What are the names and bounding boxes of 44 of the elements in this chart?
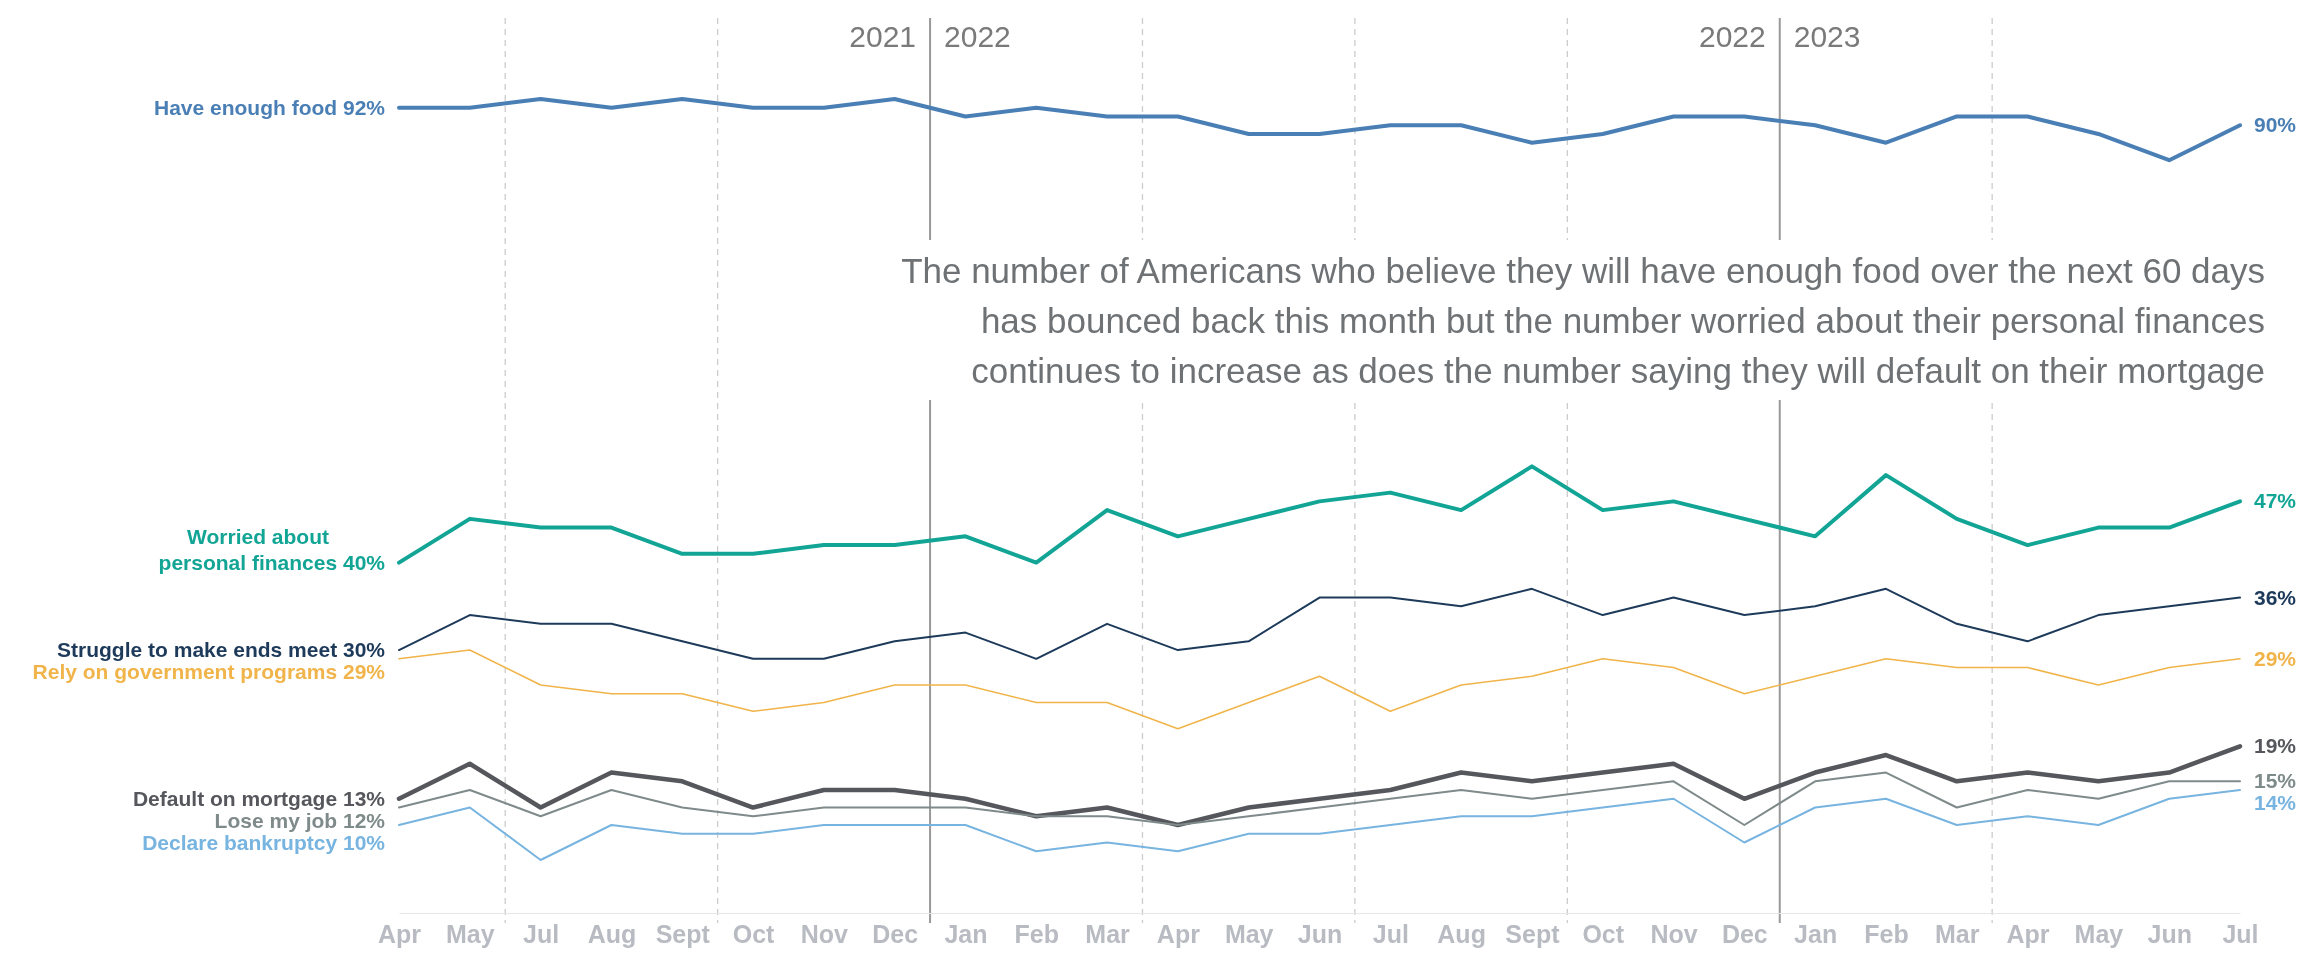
data-label: 90% (2254, 113, 2297, 137)
data-label: 29% (2254, 646, 2297, 670)
x-tick-label: Apr (2006, 919, 2050, 948)
text: The number of Americans who believe they will have enough food over the next 60 days has bounced back this month but the number worried about their personal finances continues to increase as does the number saying they will default on their mortgage (901, 251, 2265, 390)
text: 2023 (1793, 20, 1861, 53)
x-tick-label: Aug (587, 919, 637, 948)
data-label: 36% (2254, 585, 2297, 609)
data-label: 47% (2254, 489, 2297, 513)
x-tick-label: Jul (2222, 919, 2259, 948)
x-tick-label: Apr (1156, 919, 1201, 948)
x-tick-label: Jul (523, 919, 560, 948)
text: Rely on government programs 29% (32, 660, 385, 684)
text: 2022 (944, 20, 1011, 53)
x-tick-label: Mar (1085, 919, 1131, 948)
x-tick-label: Feb (1014, 919, 1059, 948)
x-tick-label: May (2074, 919, 2124, 948)
x-tick-label: Jun (2147, 919, 2192, 948)
x-tick-label: Nov (1650, 919, 1698, 948)
x-tick-label: Dec (1721, 919, 1768, 948)
x-tick-label: Dec (872, 919, 919, 948)
x-tick-label: Oct (732, 919, 776, 948)
x-tick-label: Aug (1437, 919, 1486, 948)
x-tick-label: Jun (1297, 919, 1343, 948)
text: 2021 (849, 20, 917, 53)
text: Have enough food 92% (153, 95, 385, 119)
text: Struggle to make ends meet 30% (57, 638, 385, 662)
text: Worried about personal finances 40% (158, 524, 385, 574)
x-tick-label: Sept (655, 919, 711, 948)
x-tick-label: May (445, 919, 495, 948)
x-tick-label: Oct (1582, 919, 1625, 948)
text: Default on mortgage 13% (132, 786, 385, 810)
x-tick-label: May (1224, 919, 1274, 948)
x-tick-label: Sept (1505, 919, 1561, 948)
data-label: 15% (2254, 769, 2297, 793)
text: 2022 (1699, 20, 1766, 53)
x-tick-label: Jul (1372, 919, 1409, 948)
x-tick-label: Jan (1794, 919, 1838, 948)
data-label: 19% (2254, 734, 2297, 758)
x-tick-label: Jan (944, 919, 988, 948)
x-tick-label: Mar (1935, 919, 1980, 948)
x-tick-label: Feb (1864, 919, 1909, 948)
data-label: 14% (2254, 791, 2297, 815)
x-tick-label: Nov (800, 919, 849, 948)
x-tick-label: Apr (377, 919, 422, 948)
